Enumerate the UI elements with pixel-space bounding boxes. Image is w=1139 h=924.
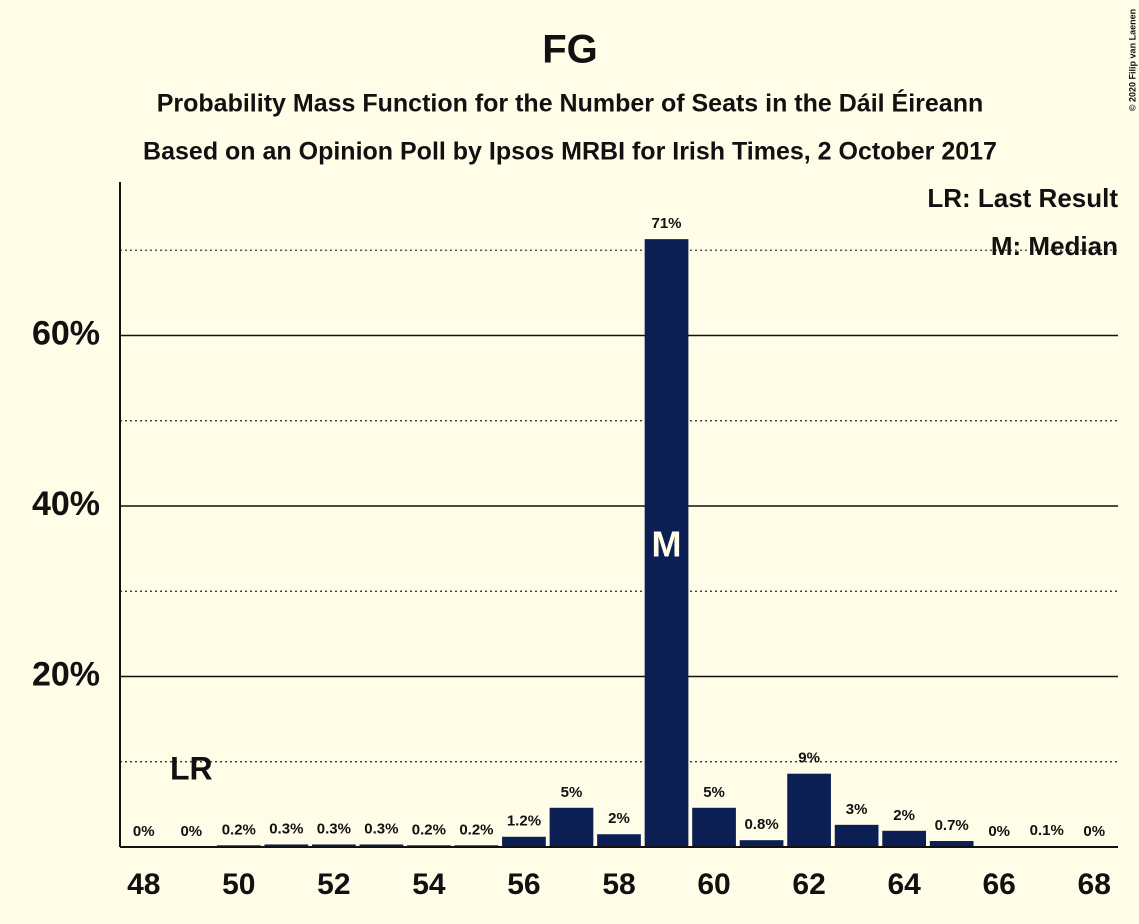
copyright: © 2020 Filip van Laenen — [1127, 9, 1137, 111]
bar — [311, 844, 356, 847]
value-label: 71% — [652, 215, 682, 232]
x-tick-label: 56 — [507, 868, 540, 901]
value-label: 0.2% — [459, 821, 493, 838]
chart-title: FG — [542, 28, 598, 72]
bar — [882, 830, 927, 847]
value-label: 3% — [846, 801, 868, 818]
bar — [644, 239, 689, 847]
bar — [359, 844, 404, 847]
x-tick-label: 48 — [127, 868, 160, 901]
value-label: 5% — [561, 784, 583, 801]
value-label: 1.2% — [507, 813, 541, 830]
x-tick-label: 66 — [983, 868, 1016, 901]
x-tick-label: 50 — [222, 868, 255, 901]
x-tick-label: 52 — [317, 868, 350, 901]
value-label: 0.3% — [317, 820, 351, 837]
bar — [264, 844, 309, 847]
bar — [692, 807, 736, 847]
value-label: 0.3% — [269, 820, 303, 837]
x-tick-label: 62 — [792, 868, 825, 901]
chart-subtitle: Probability Mass Function for the Number… — [157, 89, 984, 118]
x-tick-label: 64 — [887, 868, 921, 901]
x-tick-label: 54 — [412, 868, 446, 901]
bar — [549, 807, 594, 847]
bar — [597, 834, 641, 847]
legend-entry: M: Median — [991, 231, 1118, 261]
chart-subtitle: Based on an Opinion Poll by Ipsos MRBI f… — [143, 138, 997, 166]
y-tick-label: 40% — [32, 485, 100, 523]
y-tick-label: 20% — [32, 655, 100, 693]
bar — [739, 840, 784, 847]
value-label: 2% — [608, 810, 630, 827]
bar — [502, 836, 546, 847]
x-tick-label: 60 — [697, 868, 730, 901]
value-label: 0.7% — [935, 817, 969, 834]
last-result-marker: LR — [170, 750, 213, 786]
value-label: 0.2% — [412, 821, 446, 838]
value-label: 0.3% — [364, 820, 398, 837]
median-marker: M — [652, 524, 682, 565]
value-label: 2% — [893, 807, 915, 824]
value-label: 5% — [703, 784, 725, 801]
x-tick-label: 68 — [1078, 868, 1111, 901]
bar — [787, 773, 831, 847]
value-label: 0.1% — [1030, 822, 1064, 839]
value-label: 0.2% — [222, 821, 256, 838]
x-tick-label: 58 — [602, 868, 635, 901]
legend-entry: LR: Last Result — [927, 183, 1118, 213]
value-label: 9% — [798, 750, 820, 767]
value-label: 0% — [133, 823, 155, 840]
value-label: 0.8% — [744, 816, 778, 833]
value-label: 0% — [1083, 823, 1105, 840]
bar — [834, 824, 879, 847]
value-label: 0% — [988, 823, 1010, 840]
value-label: 0% — [180, 823, 202, 840]
y-tick-label: 60% — [32, 314, 100, 352]
bar — [929, 841, 974, 847]
